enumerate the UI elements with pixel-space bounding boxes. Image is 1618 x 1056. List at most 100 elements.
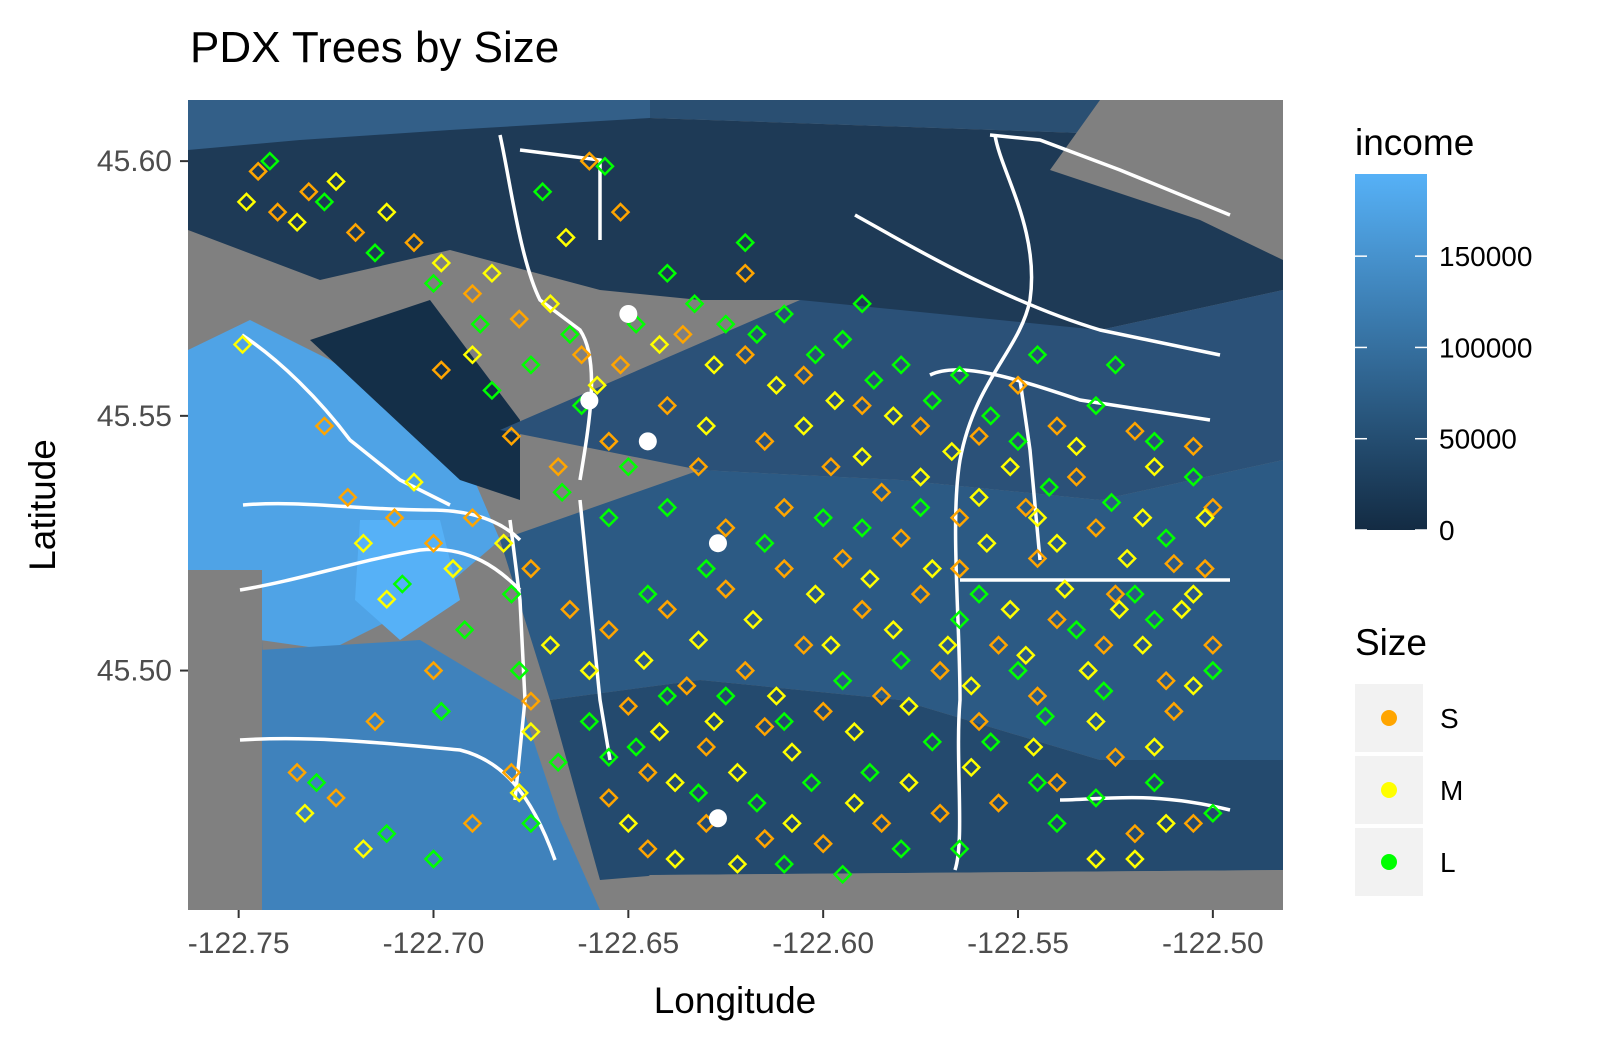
data-point (727, 854, 748, 874)
data-point (521, 558, 541, 579)
data-point (684, 294, 705, 314)
data-point (922, 732, 943, 752)
data-point (1144, 772, 1165, 793)
data-point (883, 406, 904, 426)
data-point (1086, 395, 1106, 416)
road (519, 148, 602, 240)
data-point (657, 686, 678, 706)
data-point (326, 171, 346, 192)
data-point (813, 701, 833, 722)
data-point (821, 457, 841, 477)
data-point (910, 584, 931, 604)
data-point (774, 304, 794, 324)
data-point (599, 431, 619, 452)
data-point (657, 599, 678, 620)
data-point (832, 548, 853, 569)
data-point (1047, 609, 1067, 630)
x-tick-label: -122.60 (772, 927, 874, 960)
data-point (793, 365, 814, 385)
data-point (813, 507, 833, 528)
data-point (649, 721, 670, 742)
data-point (599, 620, 619, 640)
data-point (743, 609, 763, 630)
data-point (860, 569, 880, 589)
data-point (657, 497, 678, 518)
data-point (314, 192, 335, 212)
data-point (1164, 701, 1184, 722)
data-point (1008, 375, 1028, 396)
data-point (891, 355, 911, 375)
income-regions (188, 100, 1283, 910)
data-point (1144, 457, 1165, 477)
data-point (696, 416, 717, 436)
data-point (376, 202, 397, 222)
income-region (500, 290, 1283, 500)
data-point (801, 772, 822, 793)
data-point (1156, 670, 1176, 691)
data-point (638, 762, 658, 783)
data-point (248, 161, 268, 182)
data-point (871, 686, 892, 706)
highlight-point (638, 432, 657, 451)
size-legend-swatch (1381, 854, 1397, 870)
data-point (556, 227, 576, 248)
road (989, 133, 1231, 217)
points-layer (232, 151, 1223, 885)
data-point (696, 737, 717, 757)
data-point (1203, 497, 1223, 518)
data-point (1132, 635, 1153, 655)
data-point (521, 691, 541, 711)
data-point (735, 263, 756, 283)
data-point (1066, 467, 1087, 487)
x-tick-label: -122.75 (188, 927, 290, 960)
data-point (677, 676, 697, 696)
data-point (735, 344, 756, 365)
data-point (392, 574, 413, 594)
data-point (852, 518, 872, 538)
data-point (704, 711, 724, 732)
data-point (1183, 467, 1204, 487)
data-point (961, 757, 982, 778)
data-point (462, 283, 483, 304)
data-point (844, 721, 865, 742)
data-point (509, 660, 529, 681)
data-point (599, 788, 619, 808)
data-point (910, 497, 931, 518)
data-point (688, 457, 709, 477)
data-point (977, 533, 997, 553)
data-point (1195, 558, 1215, 579)
data-point (1183, 676, 1204, 696)
data-point (345, 222, 366, 243)
data-point (599, 747, 619, 767)
y-tick-label: 45.50 (97, 655, 172, 688)
income-colorbar-ticks: 0 50000 100000 150000 (1355, 241, 1532, 546)
data-point (774, 497, 794, 518)
size-legend-swatch (1381, 710, 1397, 726)
road (1059, 795, 1231, 812)
y-axis: 45.50 45.55 45.60 (97, 145, 188, 688)
data-point (560, 324, 580, 345)
data-point (665, 849, 685, 869)
data-point (805, 344, 826, 365)
road (953, 134, 1034, 871)
road (239, 736, 557, 861)
data-point (1016, 497, 1036, 518)
data-point (1000, 599, 1020, 620)
data-point (493, 533, 514, 553)
data-point (1183, 436, 1204, 457)
data-point (423, 273, 444, 294)
data-point (404, 472, 424, 492)
data-point (673, 324, 693, 345)
road (854, 213, 1221, 357)
data-point (306, 772, 327, 793)
data-point (365, 243, 385, 263)
data-point (1144, 609, 1165, 630)
data-point (715, 518, 736, 538)
data-point (260, 151, 280, 171)
road (239, 547, 522, 592)
data-point (462, 344, 483, 365)
data-point (949, 507, 970, 528)
data-point (454, 620, 475, 640)
data-point (634, 650, 654, 671)
data-point (595, 156, 615, 176)
